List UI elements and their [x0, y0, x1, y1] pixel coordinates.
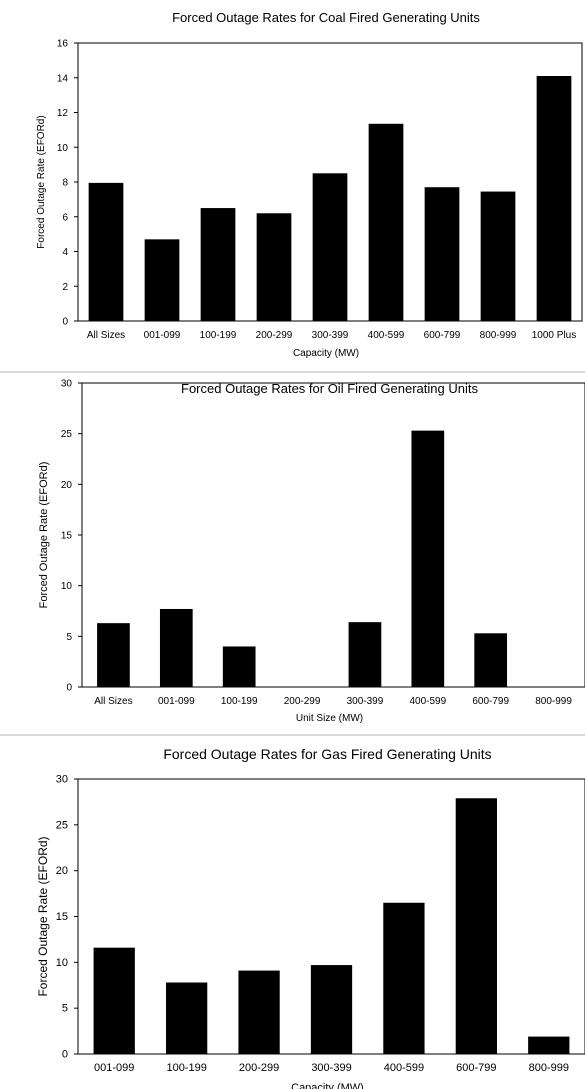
gas-y-tick-label: 25 [56, 819, 68, 831]
oil-y-tick-label: 0 [66, 683, 72, 694]
coal-y-axis-label: Forced Outage Rate (EFORd) [36, 115, 47, 248]
gas-chart-title: Forced Outage Rates for Gas Fired Genera… [163, 746, 491, 762]
oil-bar-600-799 [474, 633, 508, 687]
coal-bar-001-099 [144, 239, 180, 321]
oil-x-tick-label: 600-799 [472, 696, 509, 707]
gas-y-tick-label: 15 [56, 911, 68, 923]
gas-bar-100-199 [166, 982, 208, 1054]
coal-y-tick-label: 8 [62, 178, 68, 189]
coal-x-tick-label: 100-199 [200, 330, 237, 341]
coal-y-tick-label: 10 [57, 143, 69, 154]
gas-chart: Forced Outage Rates for Gas Fired Genera… [36, 746, 585, 1089]
oil-chart: Forced Outage Rates for Oil Fired Genera… [38, 379, 585, 724]
oil-y-axis-label: Forced Outage Rate (EFORd) [38, 462, 50, 609]
gas-y-axis-label: Forced Outage Rate (EFORd) [36, 836, 50, 996]
oil-bar-all-sizes [97, 623, 130, 687]
oil-y-tick-label: 30 [61, 379, 73, 390]
gas-bar-600-799 [455, 798, 497, 1054]
coal-x-tick-label: 1000 Plus [532, 330, 576, 341]
gas-x-tick-label: 800-999 [529, 1062, 569, 1074]
oil-bar-400-599 [411, 430, 445, 687]
oil-plot-area [81, 382, 585, 688]
gas-bar-001-099 [93, 947, 135, 1054]
gas-bar-300-399 [310, 965, 353, 1054]
coal-chart: Forced Outage Rates for Coal Fired Gener… [36, 10, 583, 359]
coal-bar-600-799 [424, 187, 460, 321]
oil-bar-100-199 [222, 646, 256, 687]
gas-x-tick-label: 300-399 [311, 1062, 351, 1074]
oil-y-tick-label: 10 [61, 581, 73, 592]
oil-x-tick-label: All Sizes [94, 696, 132, 707]
coal-y-tick-label: 0 [62, 317, 68, 328]
gas-x-tick-label: 400-599 [384, 1062, 424, 1074]
coal-chart-panel: Forced Outage Rates for Coal Fired Gener… [0, 0, 585, 372]
oil-bar-300-399 [348, 622, 382, 687]
oil-chart-title: Forced Outage Rates for Oil Fired Genera… [181, 381, 478, 396]
coal-x-tick-label: 400-599 [368, 330, 405, 341]
oil-y-tick-label: 15 [61, 531, 73, 542]
gas-y-tick-label: 5 [62, 1003, 68, 1015]
gas-y-tick-label: 30 [56, 774, 68, 786]
oil-y-tick-label: 20 [61, 480, 73, 491]
coal-bar-400-599 [368, 123, 404, 321]
coal-y-tick-label: 12 [57, 108, 69, 119]
gas-y-tick-label: 0 [62, 1049, 68, 1061]
oil-y-tick-label: 25 [61, 429, 73, 440]
gas-bar-200-299 [238, 970, 280, 1054]
coal-y-tick-label: 2 [62, 282, 68, 293]
coal-x-tick-label: All Sizes [87, 330, 125, 341]
gas-x-tick-label: 100-199 [166, 1062, 206, 1074]
coal-x-tick-label: 600-799 [424, 330, 461, 341]
gas-x-tick-label: 001-099 [94, 1062, 134, 1074]
oil-x-tick-label: 800-999 [535, 696, 572, 707]
oil-y-tick-label: 5 [66, 632, 72, 643]
coal-x-tick-label: 800-999 [480, 330, 517, 341]
gas-y-tick-label: 10 [56, 957, 68, 969]
oil-x-tick-label: 100-199 [221, 696, 258, 707]
coal-chart-title: Forced Outage Rates for Coal Fired Gener… [172, 10, 480, 25]
gas-x-tick-label: 200-299 [239, 1062, 279, 1074]
coal-y-tick-label: 4 [62, 247, 68, 258]
coal-bar-200-299 [256, 213, 292, 321]
gas-y-tick-label: 20 [56, 865, 68, 877]
gas-chart-panel: Forced Outage Rates for Gas Fired Genera… [0, 735, 585, 1089]
coal-x-tick-label: 200-299 [256, 330, 293, 341]
oil-x-tick-label: 200-299 [284, 696, 321, 707]
coal-x-tick-label: 001-099 [144, 330, 181, 341]
coal-y-tick-label: 16 [57, 39, 69, 50]
coal-bar-100-199 [200, 208, 236, 321]
gas-x-tick-label: 600-799 [456, 1062, 496, 1074]
oil-x-tick-label: 300-399 [347, 696, 384, 707]
gas-bar-400-599 [383, 902, 425, 1054]
oil-bar-001-099 [159, 608, 193, 687]
coal-bar-800-999 [480, 191, 516, 321]
oil-x-tick-label: 400-599 [409, 696, 446, 707]
coal-x-axis-label: Capacity (MW) [293, 348, 359, 359]
gas-bar-800-999 [528, 1036, 570, 1054]
oil-chart-panel: Forced Outage Rates for Oil Fired Genera… [0, 372, 585, 735]
coal-bar-1000-plus [536, 76, 572, 321]
oil-x-tick-label: 001-099 [158, 696, 195, 707]
gas-x-axis-label: Capacity (MW) [291, 1082, 364, 1089]
coal-x-tick-label: 300-399 [312, 330, 349, 341]
coal-y-tick-label: 6 [62, 212, 68, 223]
coal-bar-300-399 [312, 173, 348, 321]
coal-bar-all-sizes [88, 182, 124, 321]
oil-x-axis-label: Unit Size (MW) [296, 713, 363, 724]
coal-y-tick-label: 14 [57, 73, 69, 84]
